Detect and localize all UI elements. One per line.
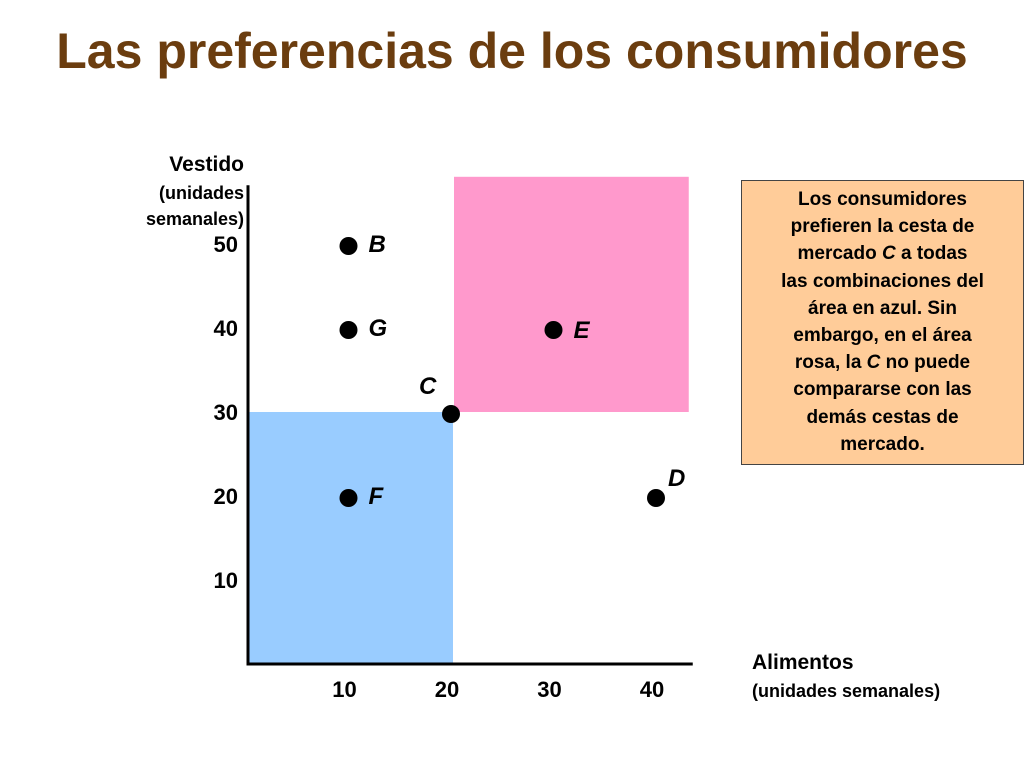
note-text: C: [881, 243, 896, 265]
note-text: área en azul. Sin: [808, 297, 957, 319]
region-blue: [249, 412, 453, 664]
note-line: demás cestas de: [742, 404, 1023, 431]
note-line: rosa, la C no puede: [742, 349, 1023, 376]
x-axis-subtitle: (unidades semanales): [752, 681, 940, 701]
data-point-b: [339, 237, 358, 255]
y-axis-title: Vestido: [169, 153, 244, 176]
note-text: no puede: [880, 352, 971, 374]
note-line: mercado.: [742, 431, 1023, 458]
x-tick-label: 10: [332, 677, 356, 702]
note-line: embargo, en el área: [742, 322, 1023, 349]
note-line: las combinaciones del: [742, 268, 1023, 295]
x-tick-label: 40: [640, 677, 664, 702]
data-point-d: [647, 489, 665, 507]
data-point-e: [544, 321, 563, 339]
point-label-b: B: [369, 231, 386, 258]
data-point-c: [442, 405, 460, 423]
note-line: prefieren la cesta de: [742, 213, 1023, 240]
note-line: Los consumidores: [742, 186, 1023, 213]
point-label-f: F: [369, 483, 385, 510]
x-tick-label: 20: [435, 677, 459, 702]
x-tick-label: 30: [537, 677, 561, 702]
explanation-box: Los consumidores prefieren la cesta de mer…: [741, 180, 1024, 465]
note-text: embargo, en el área: [793, 325, 972, 347]
point-label-e: E: [574, 317, 591, 344]
y-tick-label: 40: [214, 316, 238, 341]
y-tick-label: 30: [214, 400, 238, 425]
note-text: C: [866, 352, 881, 374]
data-point-g: [339, 321, 358, 339]
y-tick-label: 20: [214, 484, 238, 509]
note-text: prefieren la cesta de: [790, 216, 975, 238]
region-pink: [454, 176, 689, 412]
data-point-f: [339, 489, 358, 507]
note-text: demás cestas de: [806, 406, 959, 428]
x-axis-title: Alimentos: [752, 651, 854, 674]
note-text: las combinaciones del: [781, 270, 984, 292]
y-axis-subtitle: (unidades: [159, 183, 244, 203]
note-text: a todas: [895, 243, 968, 265]
note-line: área en azul. Sin: [742, 295, 1023, 322]
point-label-c: C: [419, 373, 437, 400]
note-text: compararse con las: [793, 379, 972, 401]
chart-title: Las preferencias de los consumidores: [56, 23, 968, 79]
y-tick-label: 10: [214, 568, 238, 593]
point-label-g: G: [369, 315, 388, 342]
y-tick-label: 50: [214, 232, 238, 257]
y-axis-subtitle: semanales): [146, 209, 244, 229]
note-text: Los consumidores: [798, 189, 967, 210]
point-label-d: D: [668, 465, 685, 492]
note-text: rosa, la: [794, 352, 867, 374]
note-text: mercado: [797, 243, 882, 265]
note-text: mercado.: [840, 433, 925, 455]
note-line: mercado C a todas: [742, 240, 1023, 267]
note-line: compararse con las: [742, 376, 1023, 403]
